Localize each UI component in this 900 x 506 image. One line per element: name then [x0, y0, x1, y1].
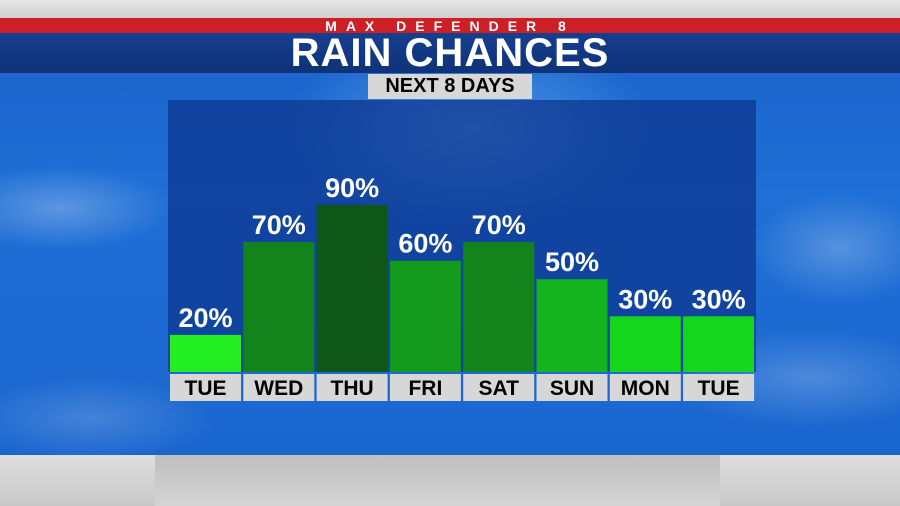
page-title: RAIN CHANCES: [290, 31, 610, 75]
lower-third-area: [155, 455, 720, 506]
day-label-box-0: [170, 374, 241, 401]
bar-0: [170, 334, 241, 372]
day-label-box-3: [389, 374, 461, 401]
value-label-6: 30%: [618, 284, 672, 314]
bar-6: [609, 316, 681, 372]
day-label-box-5: [536, 374, 608, 401]
value-label-7: 30%: [692, 284, 746, 314]
bar-2: [316, 205, 388, 372]
bar-7: [683, 316, 755, 372]
day-label-6: MON: [621, 377, 670, 400]
day-label-3: FRI: [408, 377, 442, 400]
day-label-5: SUN: [550, 377, 594, 400]
day-label-1: WED: [254, 377, 303, 400]
bar-4: [463, 242, 535, 372]
bar-3: [389, 260, 461, 372]
subtitle-box: NEXT 8 DAYS: [368, 74, 532, 99]
brand-bar: MAX DEFENDER 8: [0, 18, 900, 34]
day-label-0: TUE: [185, 377, 227, 400]
day-label-box-7: [683, 374, 755, 401]
day-label-box-6: [609, 374, 681, 401]
day-label-box-4: [463, 374, 535, 401]
bar-1: [243, 242, 315, 372]
title-bar: RAIN CHANCES: [0, 33, 900, 73]
value-label-0: 20%: [178, 303, 232, 333]
day-label-box-1: [243, 374, 315, 401]
day-label-2: THU: [331, 377, 374, 400]
value-label-5: 50%: [545, 247, 599, 277]
value-label-1: 70%: [252, 210, 306, 240]
brand-title: MAX DEFENDER 8: [325, 18, 575, 34]
value-label-3: 60%: [398, 229, 452, 259]
top-border: [0, 0, 900, 18]
day-label-7: TUE: [698, 377, 740, 400]
value-label-2: 90%: [325, 173, 379, 203]
day-label-4: SAT: [478, 377, 519, 400]
day-label-box-2: [316, 374, 388, 401]
value-label-4: 70%: [472, 210, 526, 240]
page-subtitle: NEXT 8 DAYS: [385, 75, 515, 97]
bar-5: [536, 279, 608, 372]
